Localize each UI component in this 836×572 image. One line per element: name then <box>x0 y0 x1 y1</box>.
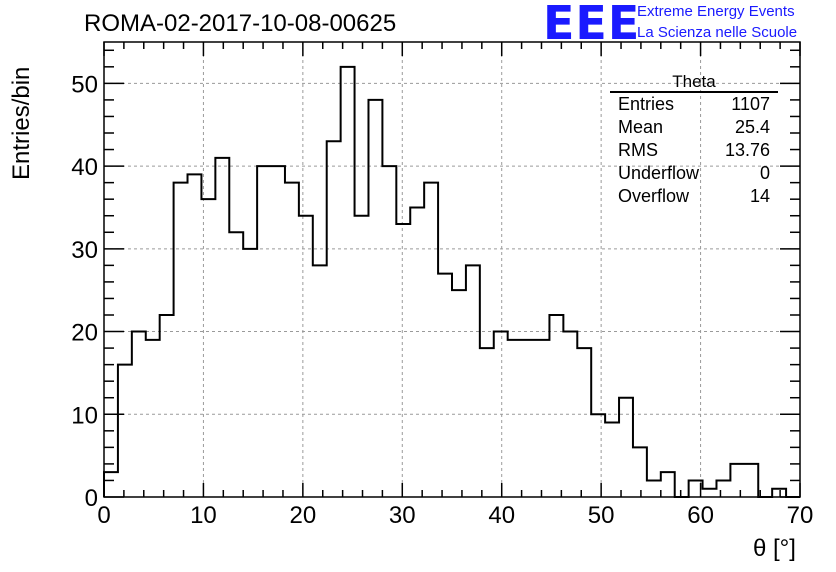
stat-label: Underflow <box>618 163 700 183</box>
x-tick-label: 10 <box>190 502 217 529</box>
histogram-bin <box>132 332 146 497</box>
histogram-bin <box>243 249 257 497</box>
histogram-bin <box>285 183 299 497</box>
histogram-bin <box>452 290 466 497</box>
histogram-bin <box>480 348 494 497</box>
histogram-bin <box>396 224 410 497</box>
histogram-bin <box>605 423 619 497</box>
eee-logo: EEE <box>543 0 641 50</box>
histogram-bin <box>619 398 633 497</box>
stat-value: 25.4 <box>734 117 770 137</box>
histogram-bin <box>703 489 717 497</box>
stats-title: Theta <box>610 72 778 93</box>
y-tick-label: 50 <box>71 71 98 98</box>
y-tick-label: 30 <box>71 237 98 264</box>
histogram-bin <box>188 174 202 497</box>
histogram-bin <box>591 414 605 497</box>
histogram-bin <box>633 447 647 497</box>
logo-caption-line1: Extreme Energy Events <box>637 3 795 20</box>
stat-label: RMS <box>618 140 658 160</box>
x-tick-label: 0 <box>97 502 110 529</box>
histogram-bin <box>536 340 550 497</box>
stat-row-underflow: Underflow 0 <box>610 162 778 185</box>
x-axis-label: θ [°] <box>753 535 796 562</box>
histogram-bin <box>563 332 577 497</box>
stat-value: 1107 <box>731 94 770 114</box>
histogram-bin <box>744 464 758 497</box>
histogram-bin <box>424 183 438 497</box>
histogram-bin <box>716 480 730 497</box>
stat-label: Overflow <box>618 186 690 206</box>
histogram-bin <box>368 100 382 497</box>
histogram-bin <box>647 480 661 497</box>
histogram-outline <box>103 65 800 498</box>
histogram-bin <box>410 207 424 497</box>
y-tick-label: 10 <box>71 402 98 429</box>
histogram-bin <box>522 340 536 497</box>
y-axis-label: Entries/bin <box>8 66 35 180</box>
histogram-bin <box>327 141 341 497</box>
x-tick-label: 20 <box>290 502 317 529</box>
chart-title: ROMA-02-2017-10-08-00625 <box>84 10 397 37</box>
histogram-bin <box>730 464 744 497</box>
histogram-bin <box>146 340 160 497</box>
histogram-bin <box>466 265 480 497</box>
histogram-bin <box>313 265 327 497</box>
stat-row-rms: RMS 13.76 <box>610 139 778 162</box>
histogram-bin <box>661 472 675 497</box>
histogram-bin <box>549 315 563 497</box>
stat-row-overflow: Overflow 14 <box>610 185 778 208</box>
stat-row-entries: Entries 1107 <box>610 93 778 116</box>
histogram-bin <box>508 340 522 497</box>
histogram-bin <box>215 158 229 497</box>
y-tick-label: 20 <box>71 320 98 347</box>
histogram-bin <box>438 274 452 497</box>
histogram-bin <box>341 67 355 497</box>
stat-value: 14 <box>749 186 770 206</box>
stat-value: 13.76 <box>724 140 770 160</box>
histogram-bin <box>229 232 243 497</box>
histogram-bin <box>355 216 369 497</box>
y-tick-label: 0 <box>85 485 98 512</box>
histogram-bin <box>118 365 132 497</box>
plot-frame <box>103 41 801 498</box>
histogram-bin <box>160 315 174 497</box>
histogram-bin <box>174 183 188 497</box>
x-tick-label: 50 <box>588 502 615 529</box>
x-tick-label: 30 <box>389 502 416 529</box>
histogram-bin <box>772 489 786 497</box>
logo-caption-line2: La Scienza nelle Scuole <box>637 24 798 41</box>
histogram-bin <box>577 348 591 497</box>
x-tick-label: 40 <box>488 502 515 529</box>
stat-label: Entries <box>618 94 675 114</box>
stat-value: 0 <box>759 163 770 183</box>
y-tick-label: 40 <box>71 154 98 181</box>
histogram-bin <box>104 472 118 497</box>
x-tick-label: 60 <box>687 502 714 529</box>
histogram-bin <box>299 216 313 497</box>
stat-label: Mean <box>618 117 664 137</box>
stats-box: Theta Entries 1107 Mean 25.4 RMS 13.76 U… <box>610 72 778 208</box>
x-tick-label: 70 <box>787 502 814 529</box>
stat-row-mean: Mean 25.4 <box>610 116 778 139</box>
